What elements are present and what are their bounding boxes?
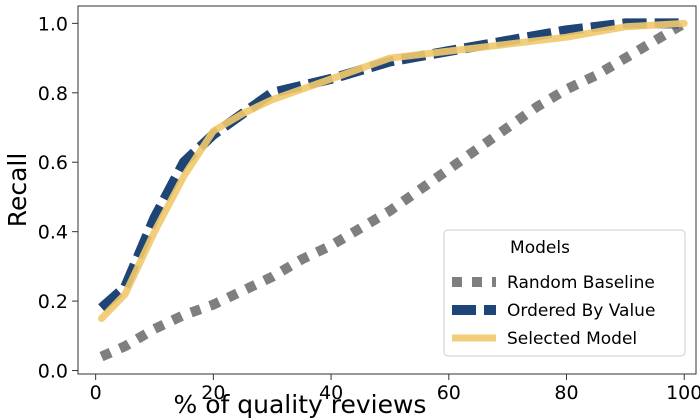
legend-box bbox=[443, 229, 686, 357]
series-line-random-baseline bbox=[99, 19, 687, 362]
y-tick-label: 1.0 bbox=[38, 13, 68, 35]
x-tick-label: 60 bbox=[437, 382, 461, 404]
legend: Models Random Baseline Ordered By Value Se… bbox=[443, 229, 686, 357]
legend-items: Random Baseline Ordered By Value Selected … bbox=[452, 273, 655, 349]
series-layer bbox=[98, 18, 688, 362]
x-tick-label: 80 bbox=[554, 382, 578, 404]
series-line-ordered-by-value bbox=[98, 18, 685, 312]
y-axis-label: Recall bbox=[3, 153, 32, 228]
x-axis: 0 20 40 60 80 100 bbox=[90, 374, 700, 404]
x-tick-label: 20 bbox=[201, 382, 225, 404]
legend-label-random-baseline: Random Baseline bbox=[507, 273, 655, 293]
legend-label-ordered-by-value: Ordered By Value bbox=[507, 301, 655, 321]
x-tick-label: 100 bbox=[666, 382, 700, 404]
y-tick-label: 0.8 bbox=[38, 83, 68, 105]
y-tick-label: 0.0 bbox=[38, 361, 68, 383]
x-axis-label: % of quality reviews bbox=[174, 390, 427, 419]
y-axis: 0.0 0.2 0.4 0.6 0.8 1.0 bbox=[38, 13, 78, 383]
x-tick-label: 0 bbox=[90, 382, 102, 404]
y-tick-label: 0.2 bbox=[38, 291, 68, 313]
y-tick-label: 0.4 bbox=[38, 222, 68, 244]
series-line-selected-model bbox=[98, 19, 688, 322]
x-tick-label: 40 bbox=[319, 382, 343, 404]
legend-label-selected-model: Selected Model bbox=[507, 329, 637, 349]
legend-title: Models bbox=[510, 238, 570, 258]
y-tick-label: 0.6 bbox=[38, 152, 68, 174]
